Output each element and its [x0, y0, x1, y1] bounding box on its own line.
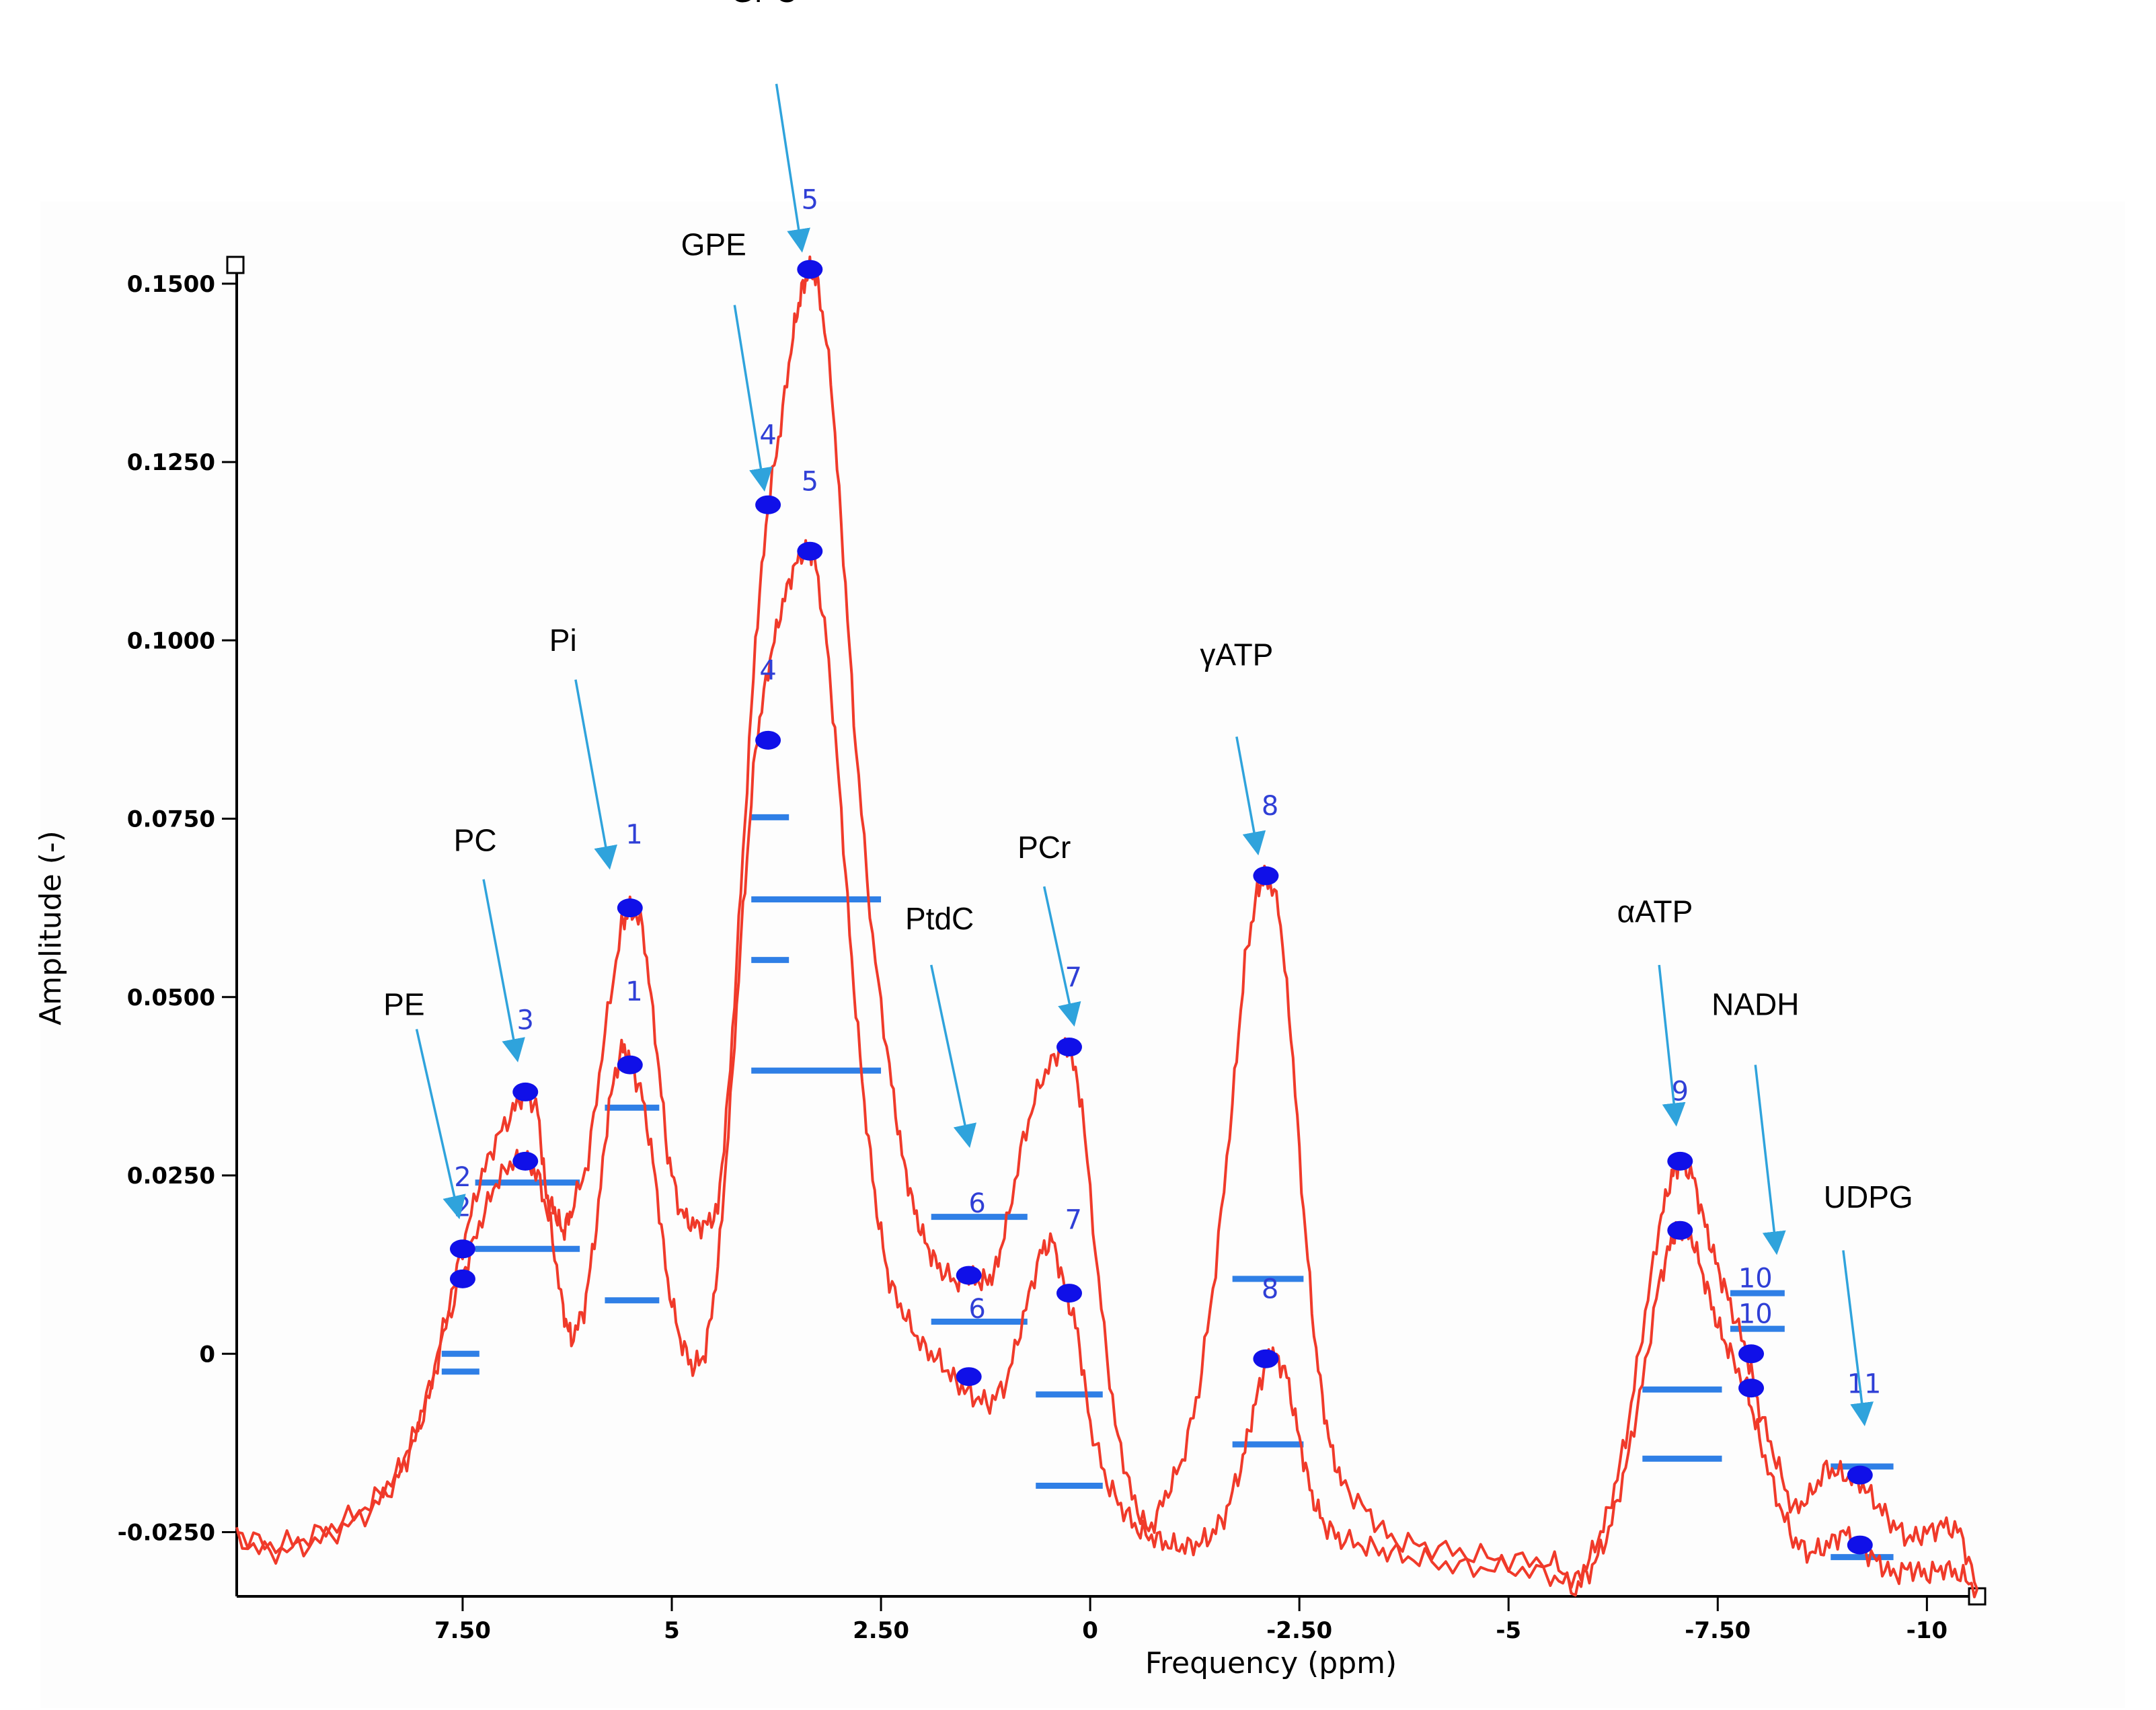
- annotation-label: GPE: [681, 227, 746, 262]
- peak-number: 7: [1065, 1205, 1082, 1236]
- peak-marker-11: [1847, 1465, 1873, 1485]
- y-tick-label: 0: [199, 1341, 215, 1368]
- x-tick-label: 7.50: [434, 1617, 491, 1644]
- annotation-arrow: [415, 1029, 466, 1220]
- x-tick-label: -2.50: [1266, 1617, 1332, 1644]
- peak-marker-1: [617, 1055, 643, 1075]
- annotation-label: PE: [383, 986, 424, 1021]
- annotation-arrow: [1042, 886, 1081, 1027]
- y-tick-label: 0.0750: [127, 806, 215, 833]
- peak-marker-5: [797, 541, 823, 561]
- peak-number: 1: [625, 820, 642, 851]
- axes: [226, 256, 1987, 1606]
- y-tick-label: 0.0250: [127, 1163, 215, 1190]
- annotation-label: Pi: [549, 623, 577, 658]
- peak-number: 1: [625, 976, 642, 1007]
- peak-marker-3: [512, 1151, 539, 1171]
- annotation-arrow: [1658, 964, 1686, 1127]
- peak-number: 4: [759, 656, 776, 687]
- peak-marker-2: [449, 1269, 475, 1288]
- annotation-label: GPC: [730, 0, 798, 9]
- peak-number: 8: [1262, 791, 1278, 822]
- y-tick-label: 0.1000: [127, 627, 215, 654]
- peak-marker-7: [1056, 1284, 1083, 1303]
- annotation-label: NADH: [1711, 986, 1799, 1021]
- annotation-label: PC: [454, 822, 497, 857]
- peak-number: 3: [517, 1005, 534, 1036]
- series-line-spectrum-upper: [236, 256, 1978, 1590]
- annotation-label: UDPG: [1824, 1179, 1913, 1214]
- peak-marker-8: [1253, 866, 1279, 886]
- peak-marker-10: [1738, 1344, 1765, 1364]
- annotation-layer: GPC GPE Pi PC PE PtdC PCr γATP αATP NADH UDPG: [383, 0, 1913, 1427]
- annotation-arrow: [1754, 1064, 1786, 1255]
- annotation-label: αATP: [1617, 894, 1693, 929]
- x-tick-label: 2.50: [853, 1617, 909, 1644]
- series-layer: [235, 256, 1978, 1598]
- peak-number: 7: [1065, 962, 1082, 993]
- peak-marker-3: [512, 1082, 539, 1101]
- x-tick-label: -5: [1496, 1617, 1521, 1644]
- peak-marker-2: [449, 1239, 475, 1259]
- annotation-label: PCr: [1017, 830, 1071, 865]
- peak-number: 11: [1847, 1369, 1882, 1400]
- x-tick-label: -7.50: [1685, 1617, 1750, 1644]
- annotation-arrow: [929, 964, 977, 1149]
- peak-number: 6: [968, 1188, 985, 1219]
- peak-marker-9: [1667, 1151, 1693, 1171]
- y-axis-handle[interactable]: [226, 256, 245, 274]
- y-tick-label: 0.0500: [127, 984, 215, 1011]
- y-tick-label: -0.0250: [118, 1520, 215, 1547]
- baseline-layer: [441, 814, 1894, 1561]
- peak-marker-8: [1253, 1349, 1279, 1368]
- y-tick-label: 0.1250: [127, 449, 215, 476]
- peak-marker-4: [755, 730, 781, 750]
- peak-number: 10: [1738, 1299, 1773, 1330]
- x-tick-label: -10: [1907, 1617, 1948, 1644]
- annotation-arrow: [1842, 1250, 1874, 1427]
- peak-number: 6: [968, 1294, 985, 1325]
- peak-marker-5: [797, 260, 823, 279]
- peak-marker-6: [956, 1266, 982, 1285]
- peak-number: 5: [802, 467, 818, 498]
- x-tick-label: 5: [664, 1617, 680, 1644]
- annotation-arrow: [733, 305, 773, 492]
- plot-panel: [40, 202, 2125, 1708]
- annotation-label: PtdC: [905, 901, 974, 936]
- peak-number: 2: [454, 1162, 471, 1193]
- annotation-label: γATP: [1200, 637, 1273, 672]
- peak-marker-11: [1847, 1535, 1873, 1555]
- peak-marker-1: [617, 898, 643, 918]
- peak-number: 8: [1262, 1274, 1278, 1305]
- peak-marker-7: [1056, 1038, 1083, 1057]
- peak-marker-10: [1738, 1378, 1765, 1398]
- annotation-arrow: [1235, 736, 1266, 856]
- y-tick-label: 0.1500: [127, 271, 215, 298]
- annotation-arrow: [482, 879, 525, 1062]
- annotation-arrow: [574, 679, 617, 870]
- tick-layer: 0.1500 0.1250 0.1000 0.0750 0.0500 0.0250 0 -0.…: [118, 271, 1948, 1644]
- annotation-arrow: [775, 83, 810, 253]
- x-axis-title: Frequency (ppm): [1145, 1646, 1397, 1680]
- series-line-spectrum-lower: [235, 539, 1978, 1598]
- peak-marker-9: [1667, 1220, 1693, 1240]
- y-axis-title: Amplitude (-): [34, 830, 68, 1025]
- peak-number: 10: [1738, 1264, 1773, 1294]
- peak-number: 5: [802, 184, 818, 215]
- peak-marker-6: [956, 1367, 982, 1387]
- peak-marker-4: [755, 495, 781, 514]
- marker-layer: [449, 260, 1873, 1555]
- peak-number: 4: [759, 420, 776, 451]
- x-tick-label: 0: [1082, 1617, 1098, 1644]
